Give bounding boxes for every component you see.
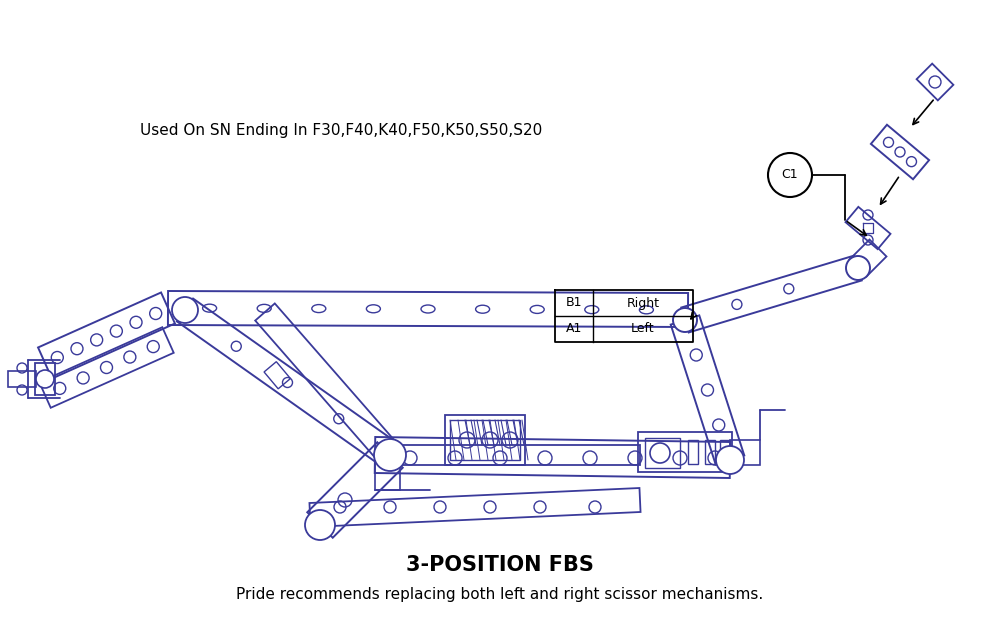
Circle shape: [716, 446, 744, 474]
Circle shape: [36, 370, 54, 388]
Text: A1: A1: [566, 322, 582, 335]
Circle shape: [172, 297, 198, 323]
Circle shape: [374, 439, 406, 471]
Circle shape: [846, 256, 870, 280]
Text: Right: Right: [626, 296, 660, 310]
Circle shape: [650, 443, 670, 463]
Text: 3-POSITION FBS: 3-POSITION FBS: [406, 555, 594, 575]
Text: Used On SN Ending In F30,F40,K40,F50,K50,S50,S20: Used On SN Ending In F30,F40,K40,F50,K50…: [140, 123, 542, 137]
Text: C1: C1: [782, 168, 798, 182]
Text: Left: Left: [631, 322, 655, 335]
Text: Pride recommends replacing both left and right scissor mechanisms.: Pride recommends replacing both left and…: [236, 587, 764, 603]
Circle shape: [305, 510, 335, 540]
Circle shape: [673, 308, 697, 332]
Text: B1: B1: [566, 296, 582, 310]
Circle shape: [377, 442, 403, 468]
